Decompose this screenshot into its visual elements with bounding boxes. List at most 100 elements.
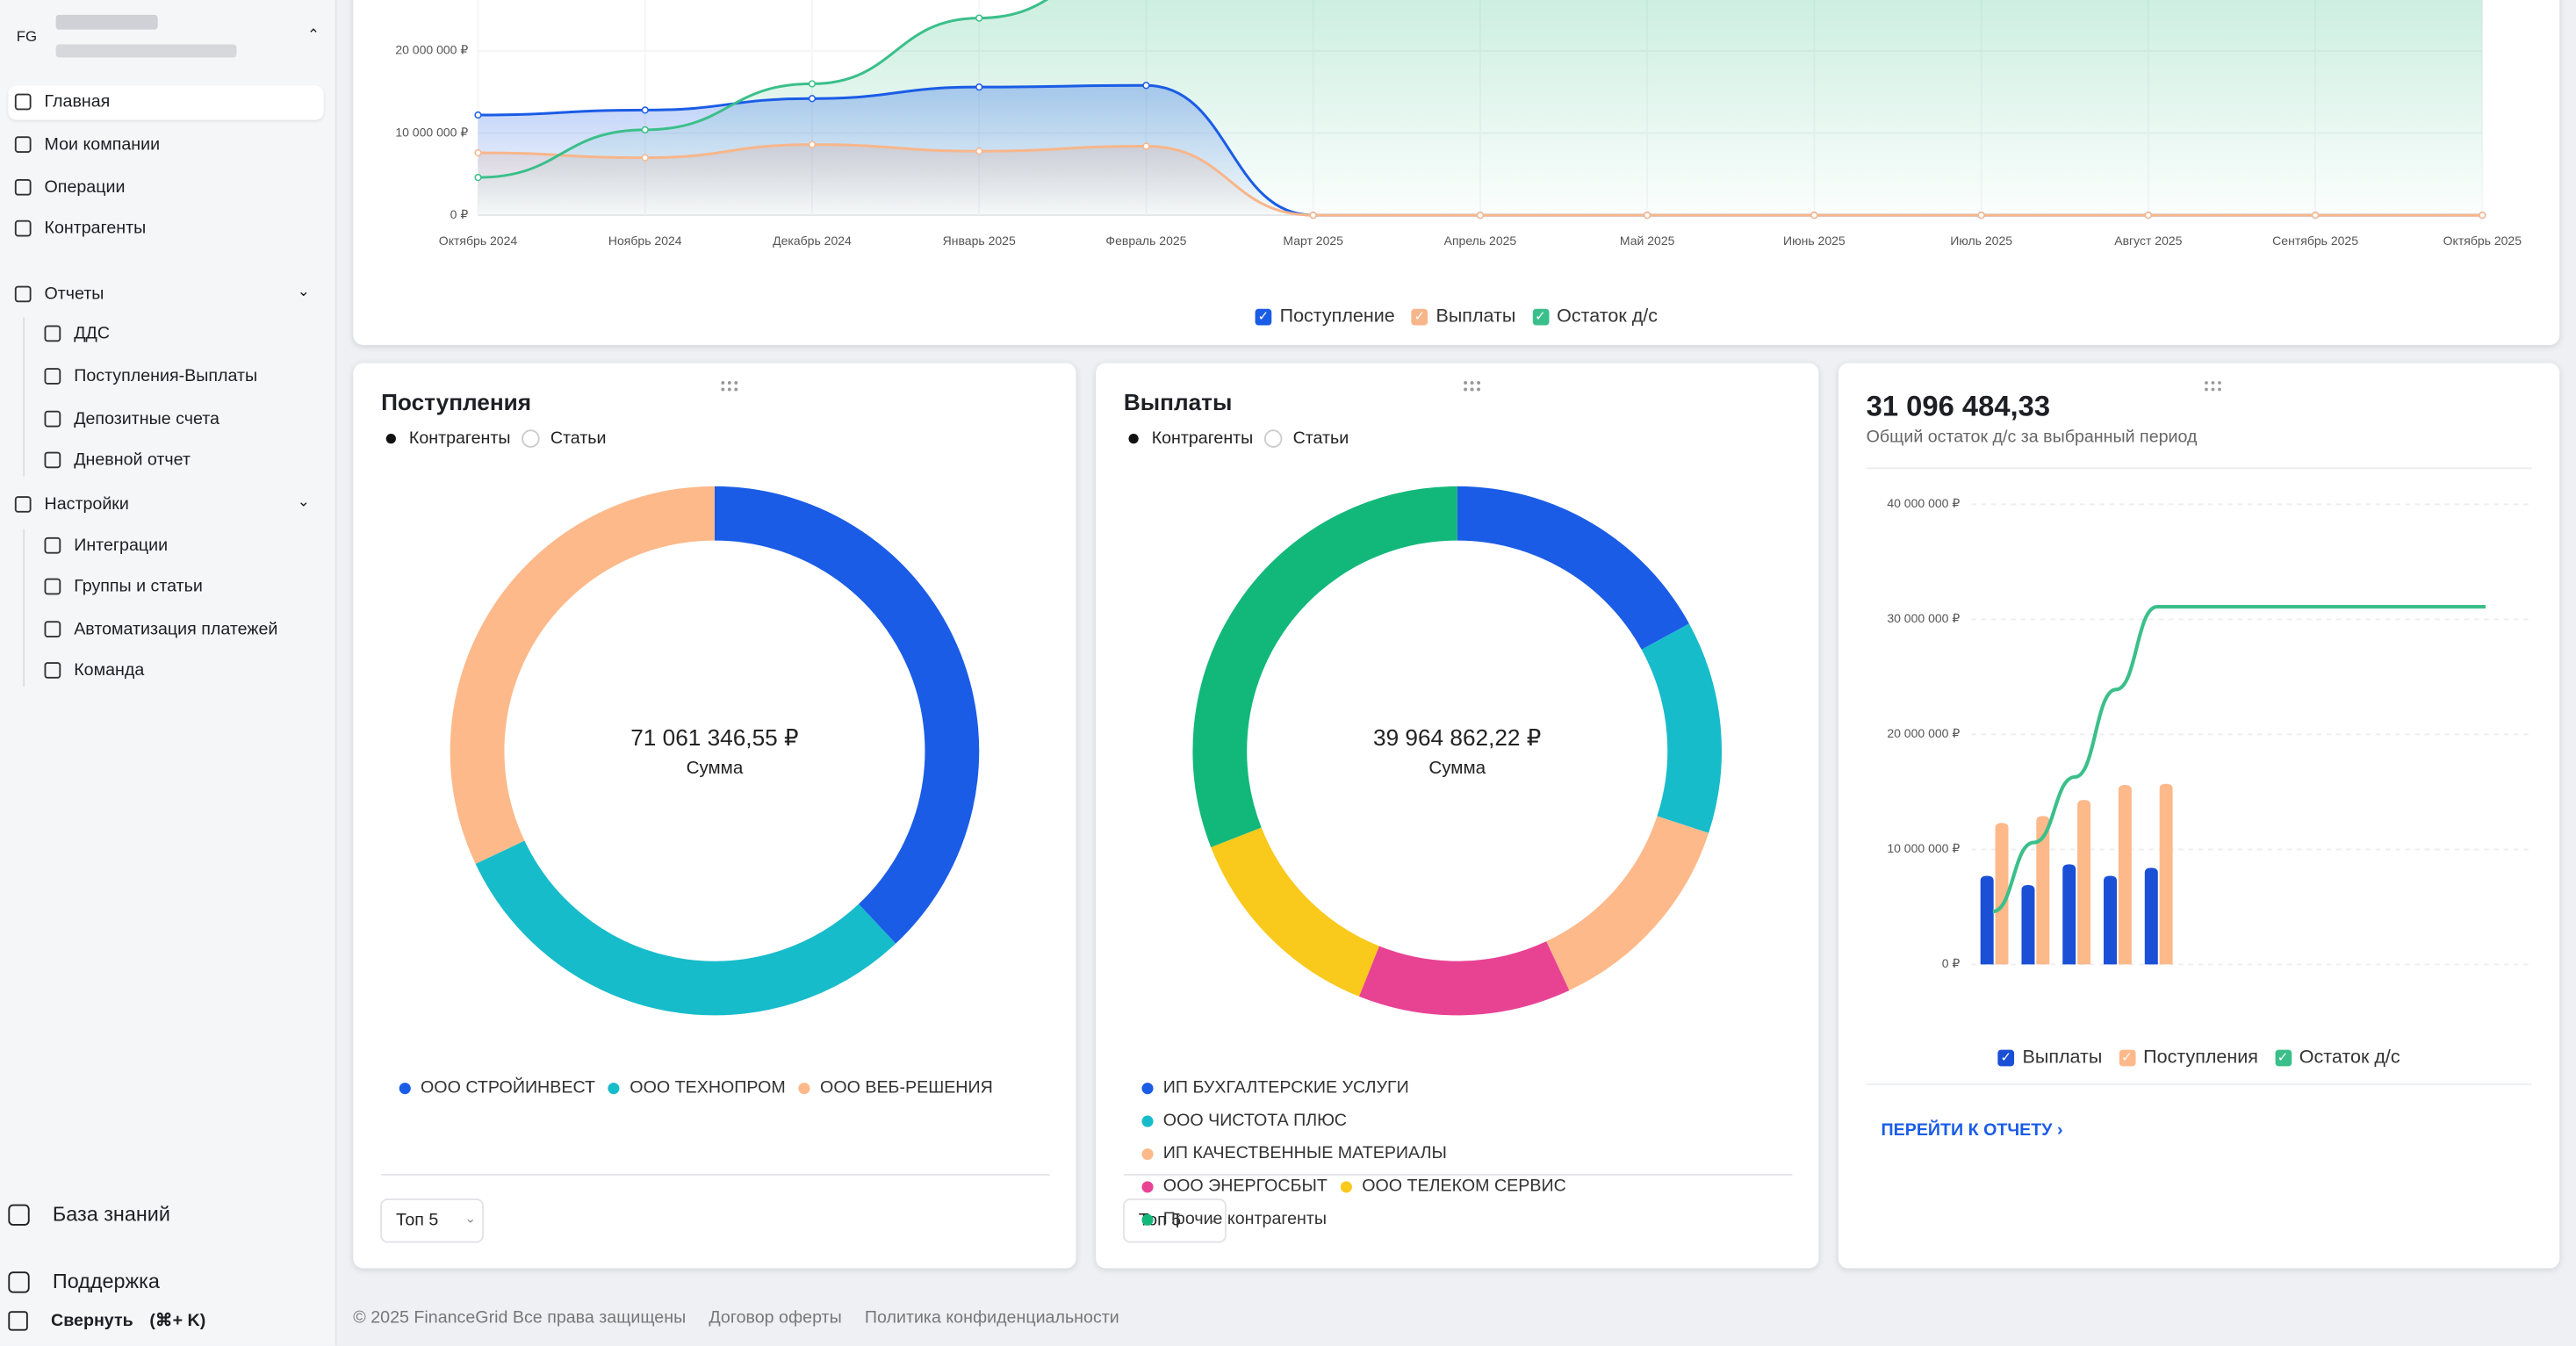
bar <box>2118 785 2132 965</box>
nav-item[interactable]: Автоматизация платежей <box>44 618 278 641</box>
legend-item[interactable]: ООО ТЕЛЕКОМ СЕРВИС <box>1340 1176 1566 1197</box>
nav-label[interactable]: Операции <box>44 177 126 198</box>
radio[interactable] <box>385 433 396 444</box>
collapse[interactable]: Свернуть (⌘+ K) <box>8 1311 205 1331</box>
nav-icon <box>14 136 32 154</box>
point <box>1142 82 1150 90</box>
nav-label[interactable]: Группы и статьи <box>74 576 203 597</box>
nav-item[interactable]: Поступления-Выплаты <box>44 364 258 387</box>
legend-label[interactable]: Выплаты <box>2022 1047 2103 1068</box>
x-tick-label: Ноябрь 2024 <box>608 234 682 248</box>
legend-item[interactable]: ✓ Остаток д/с <box>1532 306 1658 326</box>
radio-label[interactable]: Контрагенты <box>409 428 511 448</box>
legend-label[interactable]: ИП БУХГАЛТЕРСКИЕ УСЛУГИ <box>1162 1077 1409 1098</box>
legend-label[interactable]: Поступления <box>2143 1047 2258 1068</box>
select-chevron[interactable]: ⌄ <box>465 1211 477 1226</box>
bottom-item[interactable]: Поддержка <box>8 1270 160 1293</box>
nav-item[interactable]: Депозитные счета <box>44 407 219 430</box>
nav-label[interactable]: Поступления-Выплаты <box>74 366 258 386</box>
nav-item[interactable]: Мои компании <box>14 133 161 156</box>
nav-item[interactable]: Операции <box>14 176 126 198</box>
radio[interactable] <box>1128 433 1139 444</box>
legend-label[interactable]: ООО ВЕБ-РЕШЕНИЯ <box>820 1077 993 1098</box>
nav-icon <box>44 325 61 342</box>
nav-label[interactable]: Автоматизация платежей <box>74 619 278 639</box>
legend-label[interactable]: Выплаты <box>1436 306 1516 327</box>
legend-item[interactable]: ✓ Выплаты <box>1411 306 1515 326</box>
legend-checkbox[interactable]: ✓ <box>1411 307 1428 325</box>
nav-label[interactable]: Отчеты <box>44 284 104 305</box>
legend-item[interactable]: ООО СТРОЙИНВЕСТ <box>399 1077 596 1098</box>
nav-label[interactable]: Дневной отчет <box>74 450 191 471</box>
drag-dot <box>1464 387 1467 392</box>
legend-label[interactable]: ИП КАЧЕСТВЕННЫЕ МАТЕРИАЛЫ <box>1162 1143 1447 1163</box>
nav-label[interactable]: Депозитные счета <box>74 408 219 429</box>
radio-label[interactable]: Статьи <box>1293 428 1349 448</box>
legend-item[interactable]: ✓ Остаток д/с <box>2274 1047 2400 1068</box>
report-link[interactable]: ПЕРЕЙТИ К ОТЧЕТУ › <box>1881 1120 2063 1141</box>
nav-label[interactable]: Главная <box>44 91 111 112</box>
nav-item[interactable]: Интеграции <box>44 534 169 557</box>
select-box[interactable] <box>380 1198 485 1243</box>
legend-item[interactable]: Прочие контрагенты <box>1141 1209 1328 1229</box>
nav-item[interactable]: Отчеты <box>14 283 104 306</box>
switch-company[interactable]: ⌃ <box>306 25 320 43</box>
legend-item[interactable]: ООО ВЕБ-РЕШЕНИЯ <box>798 1077 993 1098</box>
legend-label[interactable]: ООО ТЕХНОПРОМ <box>630 1077 786 1098</box>
bottom-label[interactable]: База знаний <box>52 1202 170 1226</box>
legend-item[interactable]: ООО ЭНЕРГОСБЫТ <box>1141 1176 1328 1197</box>
legend-item[interactable]: ✓ Поступление <box>1255 306 1395 327</box>
legend-label[interactable]: Поступление <box>1279 306 1395 327</box>
legend-label[interactable]: ООО ЭНЕРГОСБЫТ <box>1162 1176 1328 1197</box>
nav-label[interactable]: Интеграции <box>74 536 169 556</box>
select-label[interactable]: Топ 5 <box>396 1210 438 1229</box>
bottom-label[interactable]: Поддержка <box>52 1270 160 1293</box>
legend-label[interactable]: Остаток д/с <box>1557 306 1659 327</box>
legend-label[interactable]: ООО СТРОЙИНВЕСТ <box>421 1077 596 1098</box>
legend-label[interactable]: ООО ЧИСТОТА ПЛЮС <box>1162 1110 1348 1131</box>
select-box[interactable] <box>1122 1198 1227 1243</box>
nav-item[interactable]: Настройки <box>14 493 129 515</box>
nav-label[interactable]: Мои компании <box>44 134 161 155</box>
radio[interactable] <box>1263 429 1283 448</box>
bottom-item[interactable]: База знаний <box>8 1203 170 1226</box>
footer-link[interactable]: Договор оферты <box>709 1307 842 1328</box>
nav-label[interactable]: Настройки <box>44 494 129 515</box>
nav-label[interactable]: ДДС <box>74 323 111 344</box>
radio-label[interactable]: Статьи <box>550 428 607 448</box>
chevron[interactable]: ⌄ <box>297 493 310 510</box>
radio-label[interactable]: Контрагенты <box>1152 428 1254 448</box>
legend-checkbox[interactable]: ✓ <box>2119 1048 2135 1066</box>
legend-label[interactable]: ООО ТЕЛЕКОМ СЕРВИС <box>1362 1176 1566 1197</box>
legend-item[interactable]: ИП БУХГАЛТЕРСКИЕ УСЛУГИ <box>1141 1077 1409 1098</box>
point <box>975 148 983 155</box>
legend-item[interactable]: ✓ Выплаты <box>1997 1047 2102 1067</box>
nav-item[interactable]: Группы и статьи <box>44 575 203 598</box>
nav-label[interactable]: Команда <box>74 660 145 680</box>
legend-label[interactable]: Прочие контрагенты <box>1162 1209 1328 1229</box>
blurred-name <box>55 14 158 30</box>
legend-checkbox[interactable]: ✓ <box>1255 307 1272 325</box>
select-chevron[interactable]: ⌄ <box>1207 1211 1219 1226</box>
collapse-label[interactable]: Свернуть <box>51 1311 133 1331</box>
legend-item[interactable]: ООО ТЕХНОПРОМ <box>608 1077 786 1098</box>
legend-checkbox[interactable]: ✓ <box>1997 1048 2015 1066</box>
legend-item[interactable]: ИП КАЧЕСТВЕННЫЕ МАТЕРИАЛЫ <box>1141 1143 1447 1163</box>
legend-checkbox[interactable]: ✓ <box>1532 307 1549 325</box>
report-link-text[interactable]: ПЕРЕЙТИ К ОТЧЕТУ <box>1881 1120 2053 1141</box>
nav-label[interactable]: Контрагенты <box>44 218 147 239</box>
blurred-id <box>55 44 237 58</box>
radio[interactable] <box>522 429 540 448</box>
nav-item[interactable]: Дневной отчет <box>44 449 191 471</box>
legend-checkbox[interactable]: ✓ <box>2274 1048 2292 1066</box>
footer-link[interactable]: Политика конфиденциальности <box>864 1307 1119 1328</box>
nav-item[interactable]: ДДС <box>44 322 111 345</box>
nav-item[interactable]: Главная <box>14 90 111 113</box>
chevron[interactable]: ⌄ <box>297 282 310 299</box>
legend-item[interactable]: ✓ Поступления <box>2119 1047 2258 1067</box>
legend-item[interactable]: ООО ЧИСТОТА ПЛЮС <box>1141 1111 1347 1130</box>
nav-item[interactable]: Команда <box>44 659 145 681</box>
nav-item[interactable]: Контрагенты <box>14 217 147 240</box>
point <box>1644 212 1651 220</box>
legend-label[interactable]: Остаток д/с <box>2299 1047 2400 1068</box>
